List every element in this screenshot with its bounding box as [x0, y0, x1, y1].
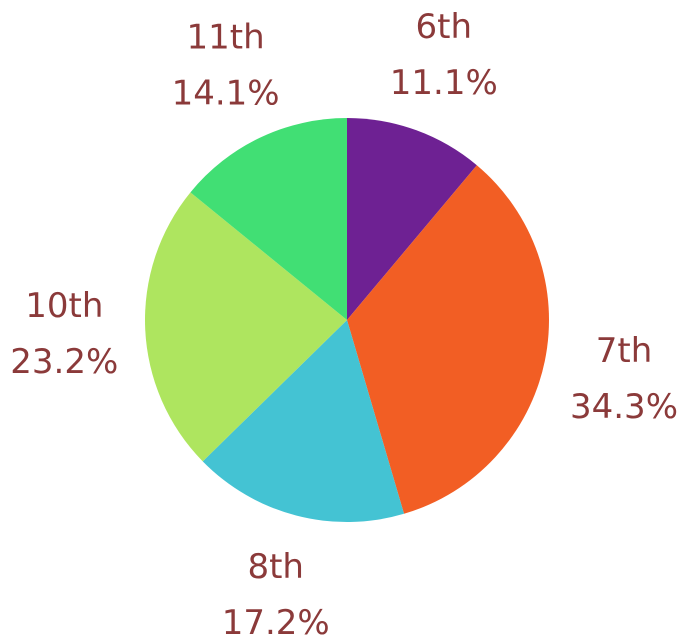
slice-percent-label: 34.3%: [570, 387, 678, 427]
pie-labels: 6th 11.1% 7th 34.3% 8th 17.2% 10th 23.2% 11th 14.…: [10, 7, 678, 642]
slice-category-label: 10th: [25, 286, 103, 326]
slice-percent-label: 17.2%: [222, 603, 330, 642]
slice-percent-label: 14.1%: [172, 73, 280, 113]
slice-category-label: 8th: [247, 547, 304, 587]
slice-percent-label: 23.2%: [10, 342, 118, 382]
pie-slice-6th: [347, 118, 477, 320]
slice-percent-label: 11.1%: [390, 63, 498, 103]
pie-slice-10th: [145, 192, 347, 462]
pie-slices: [145, 118, 550, 523]
pie-slice-11th: [190, 118, 347, 320]
slice-category-label: 11th: [187, 17, 265, 57]
slice-category-label: 7th: [596, 331, 653, 371]
pie-slice-7th: [347, 165, 550, 514]
slice-category-label: 6th: [416, 7, 473, 47]
pie-slice-8th: [202, 320, 405, 523]
